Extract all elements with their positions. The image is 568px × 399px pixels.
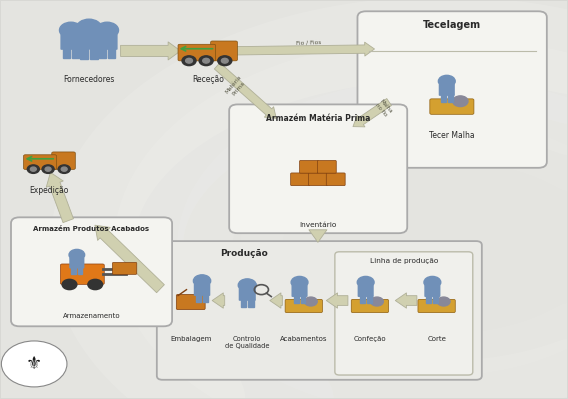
Circle shape <box>238 279 256 292</box>
FancyBboxPatch shape <box>60 264 105 284</box>
Text: ⚜: ⚜ <box>26 355 42 373</box>
Circle shape <box>182 56 196 65</box>
FancyBboxPatch shape <box>335 252 473 375</box>
FancyBboxPatch shape <box>291 285 308 297</box>
Bar <box>196 294 201 302</box>
Bar <box>433 296 438 303</box>
FancyBboxPatch shape <box>52 152 76 170</box>
Text: Armazém Matéria Prima: Armazém Matéria Prima <box>266 114 370 123</box>
FancyBboxPatch shape <box>357 11 547 168</box>
Text: Fio / Fios: Fio / Fios <box>295 40 321 46</box>
FancyBboxPatch shape <box>194 284 210 296</box>
Bar <box>360 296 365 303</box>
Circle shape <box>453 96 468 107</box>
Text: Armazenamento: Armazenamento <box>62 313 120 319</box>
Bar <box>203 294 208 302</box>
Text: Inventário: Inventário <box>299 222 337 228</box>
Text: Controlo
de Qualidade: Controlo de Qualidade <box>225 336 269 349</box>
Circle shape <box>95 22 119 38</box>
FancyBboxPatch shape <box>308 173 327 186</box>
Bar <box>108 48 115 58</box>
FancyBboxPatch shape <box>291 173 310 186</box>
Circle shape <box>357 277 374 288</box>
Circle shape <box>291 277 308 288</box>
Text: Receção: Receção <box>192 75 224 84</box>
Bar <box>63 48 69 58</box>
Circle shape <box>193 275 211 287</box>
FancyBboxPatch shape <box>351 299 389 313</box>
Text: Corte: Corte <box>427 336 446 342</box>
Circle shape <box>203 58 210 63</box>
Text: Produção: Produção <box>220 249 268 258</box>
FancyBboxPatch shape <box>229 105 407 233</box>
FancyBboxPatch shape <box>358 285 374 297</box>
FancyBboxPatch shape <box>178 44 216 61</box>
Text: Acabamentos: Acabamentos <box>280 336 328 342</box>
Bar <box>72 267 76 274</box>
Circle shape <box>1 341 67 387</box>
FancyBboxPatch shape <box>438 84 455 96</box>
Circle shape <box>222 58 228 63</box>
FancyBboxPatch shape <box>97 34 118 50</box>
Text: Linha de produção: Linha de produção <box>370 258 438 264</box>
Circle shape <box>27 165 39 174</box>
Circle shape <box>186 58 193 63</box>
FancyBboxPatch shape <box>24 155 56 170</box>
Text: Expedição: Expedição <box>30 186 69 195</box>
FancyBboxPatch shape <box>211 41 237 61</box>
Circle shape <box>424 277 441 288</box>
Circle shape <box>371 297 383 306</box>
Bar <box>90 48 98 59</box>
Text: Matéria
Prima: Matéria Prima <box>224 75 247 99</box>
Circle shape <box>62 279 77 290</box>
Bar <box>241 299 246 308</box>
Bar <box>441 95 446 102</box>
Bar <box>72 48 79 58</box>
Circle shape <box>88 279 103 290</box>
FancyBboxPatch shape <box>157 241 482 380</box>
FancyBboxPatch shape <box>176 294 205 310</box>
Circle shape <box>60 22 82 38</box>
Bar <box>99 48 106 58</box>
Bar <box>367 296 371 303</box>
FancyBboxPatch shape <box>285 299 323 313</box>
Bar <box>427 296 431 303</box>
Circle shape <box>30 167 36 171</box>
Bar <box>300 296 306 303</box>
Circle shape <box>69 249 85 260</box>
Text: Tecer Malha: Tecer Malha <box>429 131 475 140</box>
Circle shape <box>304 297 317 306</box>
Circle shape <box>199 56 213 65</box>
Text: Embalagem: Embalagem <box>170 336 211 342</box>
Text: Confeção: Confeção <box>354 336 386 342</box>
FancyBboxPatch shape <box>326 173 345 186</box>
FancyBboxPatch shape <box>77 32 101 49</box>
Text: Armazém Produtos Acabados: Armazém Produtos Acabados <box>33 227 149 233</box>
Bar <box>78 267 82 274</box>
Bar <box>294 296 299 303</box>
Text: Tecelagem: Tecelagem <box>423 20 481 30</box>
Bar <box>80 48 87 59</box>
FancyBboxPatch shape <box>424 285 440 297</box>
Text: Fornecedores: Fornecedores <box>63 75 115 84</box>
Circle shape <box>437 297 450 306</box>
FancyBboxPatch shape <box>418 299 456 313</box>
Circle shape <box>61 167 67 171</box>
Circle shape <box>45 167 51 171</box>
FancyBboxPatch shape <box>112 263 137 275</box>
FancyBboxPatch shape <box>60 34 81 50</box>
Text: Malha
no fio: Malha no fio <box>374 99 394 118</box>
Circle shape <box>58 165 70 174</box>
Circle shape <box>42 165 54 174</box>
FancyBboxPatch shape <box>430 99 474 114</box>
Circle shape <box>218 56 232 65</box>
FancyBboxPatch shape <box>11 217 172 326</box>
FancyBboxPatch shape <box>69 257 85 269</box>
Circle shape <box>76 19 102 37</box>
FancyBboxPatch shape <box>239 288 256 301</box>
Bar <box>448 95 453 102</box>
FancyBboxPatch shape <box>299 160 319 173</box>
Bar <box>248 299 254 308</box>
Circle shape <box>438 75 455 87</box>
